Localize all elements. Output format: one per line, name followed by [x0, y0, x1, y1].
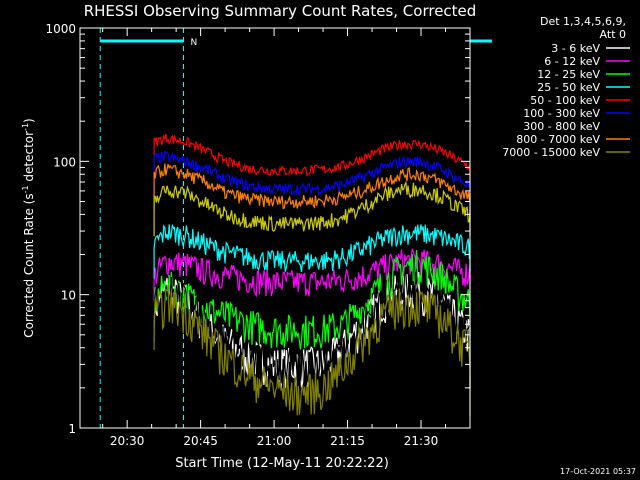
y-axis-label-sup2: -1 [21, 123, 30, 131]
x-tick-label-0: 20:30 [110, 434, 145, 448]
flag-intervals: N [99, 28, 493, 428]
legend-label-3: 25 - 50 keV [537, 81, 600, 94]
series-line-5 [153, 150, 471, 207]
series-line-9 [153, 180, 471, 237]
x-tick-label-1: 20:45 [183, 434, 218, 448]
legend-label-5: 100 - 300 keV [523, 107, 600, 120]
legend-label-0: 3 - 6 keV [551, 42, 600, 55]
plot-frame [79, 27, 471, 429]
y-tick-label-0: 1 [68, 422, 76, 436]
x-axis-label: Start Time (12-May-11 20:22:22) [175, 456, 389, 471]
legend-header-line-1: Det 1,3,4,5,6,9, [540, 15, 626, 28]
x-tick-label-2: 21:00 [257, 434, 292, 448]
series-line-8 [153, 284, 471, 416]
series-line-4 [153, 133, 471, 187]
flag-label: N [190, 38, 197, 48]
series-line-1 [153, 248, 471, 310]
legend-header-line-2: Att 0 [600, 28, 626, 41]
y-axis-label-main: Corrected Count Rate (s [22, 193, 36, 337]
y-axis-label-sup1: -1 [21, 185, 30, 193]
series-line-2 [153, 250, 471, 350]
legend-label-6: 300 - 800 keV [523, 120, 600, 133]
series-lines [153, 133, 471, 416]
series-line-7 [153, 163, 471, 220]
legend-label-2: 12 - 25 keV [537, 68, 600, 81]
y-axis-ticks: 1 10 100 1000 [45, 22, 470, 436]
chart-title: RHESSI Observing Summary Count Rates, Co… [84, 2, 477, 20]
y-tick-label-1: 10 [61, 289, 76, 303]
y-axis-label: Corrected Count Rate (s-1 detector-1) [21, 118, 36, 337]
x-tick-label-3: 21:15 [330, 434, 365, 448]
y-axis-label-end: ) [22, 118, 36, 123]
legend-label-8: 7000 - 15000 keV [502, 146, 600, 159]
legend-label-7: 800 - 7000 keV [516, 133, 600, 146]
series-line-3 [153, 224, 471, 279]
y-tick-label-3: 1000 [45, 22, 76, 36]
legend-label-1: 6 - 12 keV [544, 55, 600, 68]
legend-label-4: 50 - 100 keV [530, 94, 600, 107]
y-axis-label-mid: detector [22, 131, 36, 186]
x-axis-ticks: 20:30 20:45 21:00 21:15 21:30 [102, 28, 447, 448]
x-tick-label-4: 21:30 [404, 434, 439, 448]
y-tick-label-2: 100 [53, 155, 76, 169]
footer-timestamp: 17-Oct-2021 05:37 [560, 467, 636, 476]
